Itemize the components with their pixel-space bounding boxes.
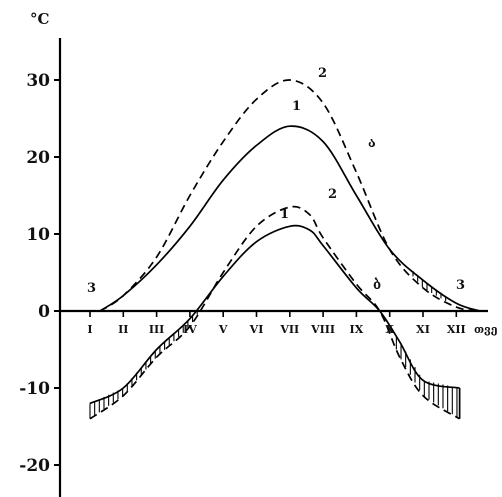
y-tick-label: 0 bbox=[38, 302, 50, 322]
x-tick-label: XI bbox=[416, 323, 430, 336]
x-tick-label: IV bbox=[183, 323, 197, 336]
y-tick-label: 10 bbox=[26, 225, 50, 245]
y-tick-label: 30 bbox=[26, 71, 50, 91]
y-tick-label: 20 bbox=[26, 148, 50, 168]
series-line-upper-1 bbox=[99, 125, 480, 312]
curve-label-3-left: 3 bbox=[87, 281, 96, 296]
x-tick-label: I bbox=[87, 323, 92, 336]
series-line-lower-2 bbox=[89, 205, 461, 420]
series-line-upper-2 bbox=[99, 79, 480, 312]
y-axis-unit: °C bbox=[30, 10, 50, 28]
y-tick-label: -20 bbox=[19, 456, 50, 476]
x-axis-label: თვე bbox=[474, 323, 498, 336]
x-tick-label: III bbox=[149, 323, 164, 336]
curve-label-upper-1: 1 bbox=[292, 99, 301, 114]
curve-label-3-right: 3 bbox=[456, 278, 465, 293]
curve-labels: 1 2 1 2 3 3 bbox=[87, 66, 465, 296]
x-tick-label: V bbox=[218, 323, 228, 336]
annotation-a: ა bbox=[368, 136, 376, 151]
curve-label-lower-1: 1 bbox=[280, 207, 289, 222]
annotations: ა ბ bbox=[368, 136, 381, 293]
x-tick-label: VIII bbox=[310, 323, 335, 336]
curve-label-lower-2: 2 bbox=[328, 187, 337, 202]
annotation-b: ბ bbox=[373, 278, 381, 293]
x-tick-label: IX bbox=[350, 323, 364, 336]
x-tick-label: XII bbox=[447, 323, 466, 336]
x-tick-label: VI bbox=[249, 323, 264, 336]
series-line-lower-1 bbox=[89, 224, 460, 405]
x-tick-label: II bbox=[118, 323, 128, 336]
y-tick-label: -10 bbox=[19, 379, 50, 399]
x-tick-label: VII bbox=[279, 323, 299, 336]
curves-layer bbox=[89, 79, 480, 420]
curve-label-upper-2: 2 bbox=[318, 66, 327, 81]
x-tick-label: X bbox=[385, 323, 394, 336]
